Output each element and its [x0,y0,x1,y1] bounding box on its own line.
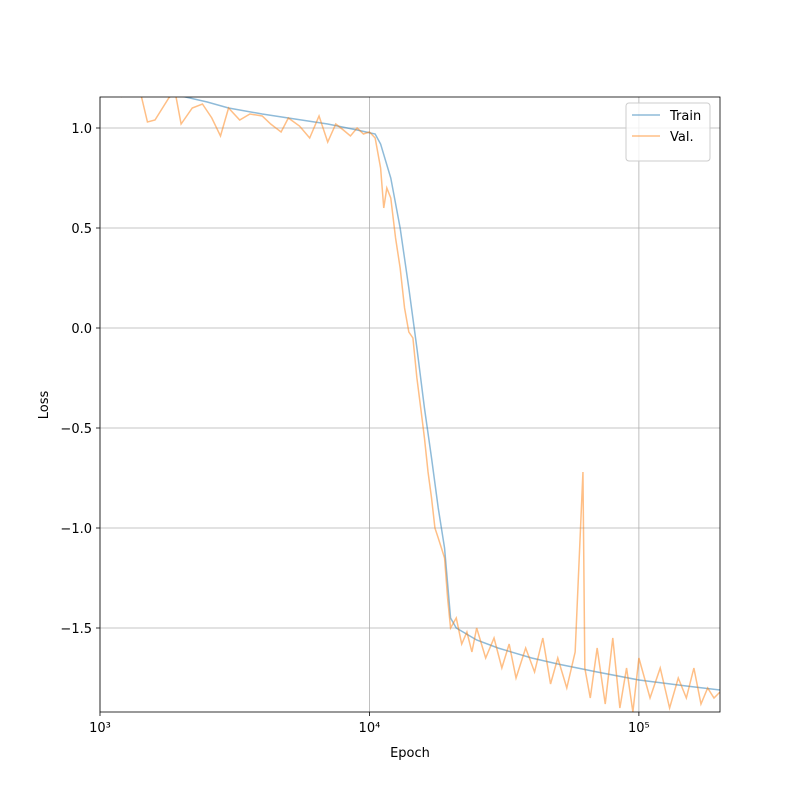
series-line [120,97,720,712]
y-tick-label: −1.0 [60,522,92,537]
y-tick-label: 0.5 [71,222,92,237]
legend-label: Train [669,109,701,124]
x-tick-label: 10⁵ [628,721,650,736]
x-tick-label: 10³ [89,721,111,736]
y-tick-label: −0.5 [60,422,92,437]
plot-frame [99,96,721,713]
y-tick-label: −1.5 [60,622,92,637]
plot-area [120,97,720,712]
legend-label: Val. [670,130,694,145]
y-tick-label: 1.0 [71,122,92,137]
legend-box [625,102,711,162]
series-line [182,97,720,691]
x-tick-label: 10⁴ [359,721,381,736]
x-axis-label: Epoch [390,746,430,761]
y-tick-label: 0.0 [71,322,92,337]
y-axis-label: Loss [37,391,52,420]
